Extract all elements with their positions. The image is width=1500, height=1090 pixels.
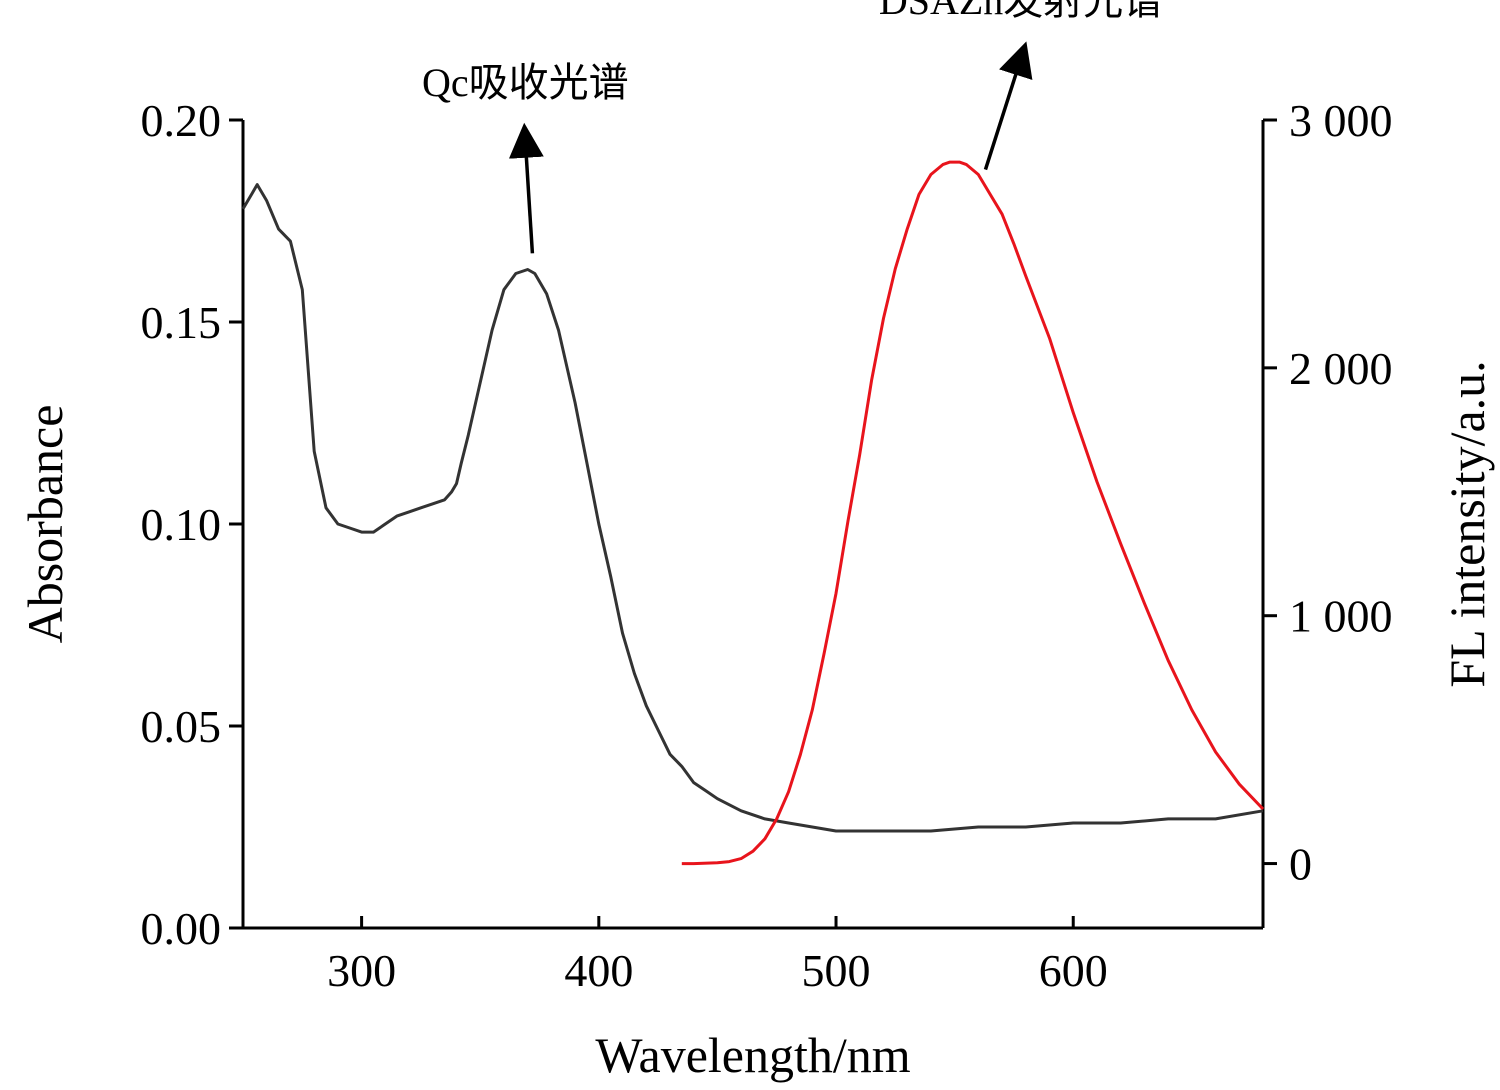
axes: 300 400 500 600 0.00 0.05 0.10 0.15 0.20 0 1 000 2 …: [17, 95, 1495, 1083]
annotation-label: Qc吸收光谱: [422, 60, 629, 105]
annotation-layer: Qc吸收光谱 DSAZn发射光谱: [422, 0, 1163, 254]
x-tick-label: 600: [1039, 945, 1108, 996]
absorption-series-line: [241, 183, 1264, 833]
y-left-tick-label: 0.05: [141, 701, 222, 752]
annotation-arrow: [508, 122, 544, 254]
x-tick-label: 500: [802, 945, 871, 996]
y-right-tick-label: 1 000: [1289, 591, 1393, 642]
y-left-tick-label: 0.00: [141, 903, 222, 954]
y-right-tick-label: 0: [1289, 839, 1312, 890]
annotation-label: DSAZn发射光谱: [879, 0, 1163, 23]
y-left-tick-label: 0.15: [141, 297, 222, 348]
y-left-axis-title: Absorbance: [17, 405, 73, 644]
y-right-tick-label: 3 000: [1289, 95, 1393, 146]
emission-series-line: [681, 160, 1265, 866]
x-tick-label: 300: [327, 945, 396, 996]
x-axis-title: Wavelength/nm: [595, 1027, 910, 1083]
y-right-tick-label: 2 000: [1289, 343, 1393, 394]
x-tick-label: 400: [564, 945, 633, 996]
series-layer: [241, 160, 1265, 866]
annotation-arrow: [983, 41, 1033, 171]
y-right-axis-title: FL intensity/a.u.: [1439, 360, 1495, 687]
y-left-tick-label: 0.10: [141, 499, 222, 550]
y-left-tick-label: 0.20: [141, 95, 222, 146]
